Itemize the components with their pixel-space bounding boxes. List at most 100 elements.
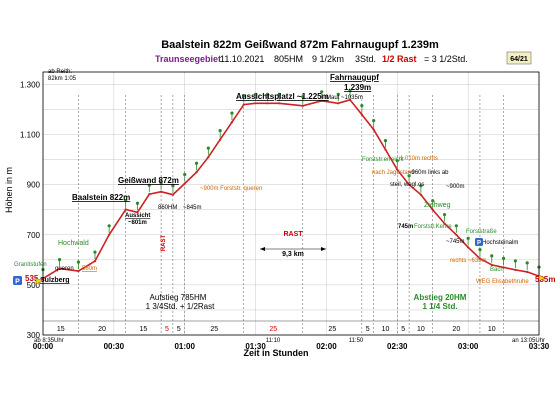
segment-dividers (43, 95, 539, 335)
tree-marker-crown (159, 181, 163, 185)
ann-start-hoehe: 535 (25, 274, 39, 283)
data-point (159, 190, 163, 193)
data-point (93, 260, 97, 263)
data-point (467, 246, 470, 249)
segment-label: 5 (401, 326, 405, 333)
data-point (396, 168, 399, 171)
tree-marker-crown (107, 224, 111, 228)
data-point (419, 193, 423, 196)
tree-marker-crown (320, 90, 324, 94)
tree-marker-crown (171, 184, 175, 188)
data-point (502, 266, 505, 269)
tree-marker-crown (253, 92, 258, 96)
tree-marker-crown (57, 258, 62, 262)
data-point (478, 257, 482, 260)
tree-marker-crown (466, 236, 470, 240)
ann-abstieg-time: 1 1/4 Std. (422, 302, 457, 311)
ann-forststr-erreicht: Forststr.erreicht (362, 157, 404, 163)
tree-marker-crown (348, 89, 352, 93)
x-tick-label: 00:30 (104, 342, 125, 351)
ann-aufstieg: Aufstieg 785HM (150, 293, 207, 302)
x-tick-label: 01:30 (245, 342, 266, 351)
ann-summit-note: Maut ~1035m (326, 95, 363, 101)
x-tick-label: 00:00 (33, 342, 54, 351)
data-point (148, 193, 151, 196)
tree-marker-crown (513, 259, 517, 263)
ann-rast-short: RAST (161, 235, 167, 252)
segment-label: 5 (366, 326, 370, 333)
distance-arrow-left-head (260, 247, 265, 251)
ann-845m: ~845m (183, 205, 202, 211)
ann-aussichtsplatzl: Aussichtsplatzl ~1.225m (236, 92, 329, 101)
data-point (77, 270, 80, 273)
annotations: Baalstein 822m Geißwand 872m Fahrnaugupf… (14, 73, 555, 344)
ann-forststrasse: Forststraße (466, 229, 497, 235)
svg-text:P: P (15, 279, 20, 286)
tree-marker-crown (442, 212, 447, 217)
x-tick-label: 02:00 (316, 342, 337, 351)
segment-label: 20 (452, 326, 460, 333)
segment-label: 25 (269, 326, 277, 333)
total-label: = 3 1/2Std. (424, 54, 468, 64)
tree-marker-crown (230, 111, 234, 115)
ann-900m-right: ~900m (446, 184, 465, 190)
segment-label: 25 (328, 326, 336, 333)
ann-granitstufen: Granitstufen (14, 262, 47, 268)
data-point (266, 102, 269, 105)
tree-marker-crown (147, 183, 151, 187)
segment-labels: 15 20 15 5 5 25 25 25 5 10 5 10 20 10 (57, 326, 496, 333)
tree-marker-crown (135, 201, 140, 205)
tree-marker-crown (419, 184, 423, 188)
data-point (278, 102, 281, 105)
distance-label: 9 1/2km (312, 54, 344, 64)
tree-marker-crown (218, 129, 222, 133)
profile-series (41, 89, 541, 280)
tree-marker-crown (277, 92, 281, 96)
elevation-gain-label: 805HM (274, 54, 303, 64)
data-point (108, 233, 111, 236)
segment-label: 10 (382, 326, 390, 333)
ann-sulzberg: Sulzberg (40, 277, 70, 284)
tree-marker-crown (124, 198, 128, 203)
tree-marker-crown (525, 261, 529, 265)
plot-frame (42, 71, 540, 336)
tree-marker-crown (336, 92, 340, 96)
data-point (58, 267, 61, 270)
ann-hochwald: Hochwald (58, 240, 89, 247)
data-point (372, 128, 375, 131)
ann-jagdstand: nach Jagdstand (372, 170, 414, 176)
segment-label: 5 (165, 326, 169, 333)
ann-bach: Bach (490, 267, 504, 273)
segment-label: 5 (177, 326, 181, 333)
ann-steil-wegl: steil, wegl.os (390, 182, 424, 188)
ann-end-hoehe: 535m (535, 275, 555, 284)
date-label: 11.10.2021 (220, 54, 264, 64)
rest-label: 1/2 Rast (382, 54, 417, 64)
tree-marker-crown (383, 139, 388, 143)
data-point (384, 148, 387, 151)
page-badge: 64/21 (510, 56, 528, 63)
ann-end-time: an 13:05Uhr (512, 338, 545, 344)
segment-label: 25 (210, 326, 218, 333)
data-point (514, 268, 517, 271)
parking-icon: P (475, 238, 483, 247)
ann-ziehweg: Ziehweg (424, 202, 451, 209)
y-tick-label: 900 (27, 181, 41, 190)
tree-marker-crown (194, 161, 199, 165)
ann-start-time: ab 8:35Uhr (34, 338, 64, 344)
data-point (407, 183, 411, 186)
x-tick-label: 01:00 (174, 342, 195, 351)
svg-text:P: P (477, 241, 481, 247)
x-tick-label: 03:30 (529, 342, 550, 351)
tree-marker-crown (360, 103, 364, 108)
data-point (526, 270, 529, 273)
ann-fahrnaugupf: Fahrnaugupf (330, 73, 379, 82)
segment-label: 20 (98, 326, 106, 333)
ann-aufstieg-time: 1 3/4Std. + 1/2Rast (146, 302, 215, 311)
ann-1010m: 1.010m rechts (400, 156, 438, 162)
ann-time-1150: 11:50 (349, 338, 364, 344)
start-marker-icon (35, 277, 44, 285)
y-tick-label: 300 (27, 331, 41, 340)
parking-icon: P (13, 276, 22, 286)
end-marker-icon (538, 274, 546, 282)
